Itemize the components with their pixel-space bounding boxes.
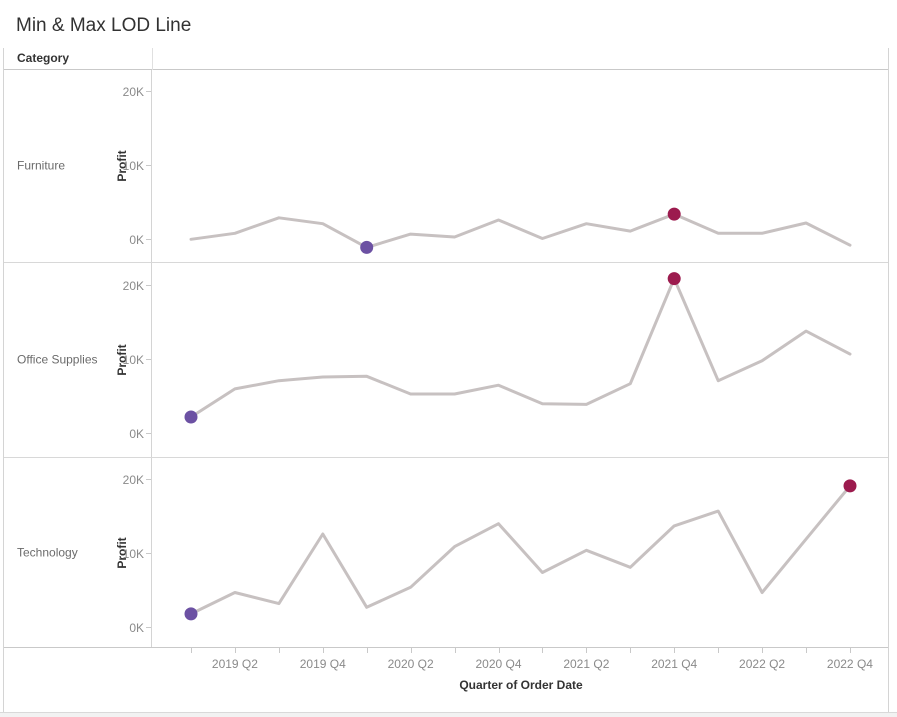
y-tick-text: 20K <box>122 278 144 293</box>
header-divider <box>152 48 153 70</box>
category-row: Furniture Profit 20K 10K 0K <box>4 70 888 263</box>
y-tick-label: 10K <box>123 546 151 561</box>
y-tick-label: 0K <box>129 426 151 441</box>
category-label[interactable]: Furniture <box>17 158 66 173</box>
y-tick-mark <box>146 91 151 92</box>
y-tick-label: 20K <box>123 84 151 99</box>
category-cell: Furniture Profit 20K 10K 0K <box>4 70 152 262</box>
y-tick-label: 10K <box>123 158 151 173</box>
y-tick-label: 0K <box>129 620 151 635</box>
x-tick-mark <box>410 648 412 653</box>
max-mark[interactable] <box>843 479 857 493</box>
x-axis-title: Quarter of Order Date <box>459 678 583 692</box>
y-tick-mark <box>146 359 151 360</box>
y-tick-label: 20K <box>123 278 151 293</box>
y-tick-label: 10K <box>123 352 151 367</box>
x-tick-mark <box>586 648 588 653</box>
max-mark[interactable] <box>667 207 681 221</box>
x-tick-mark <box>278 648 280 653</box>
x-tick-label: 2019 Q2 <box>211 657 258 671</box>
x-tick-mark <box>322 648 324 653</box>
min-mark[interactable] <box>360 240 374 254</box>
x-tick-mark <box>191 648 192 653</box>
y-tick-mark <box>146 165 151 166</box>
y-tick-mark <box>146 479 151 480</box>
y-tick-mark <box>146 433 151 434</box>
y-tick-mark <box>146 627 151 628</box>
line-chart-panel[interactable] <box>152 458 889 647</box>
x-tick-label: 2021 Q2 <box>563 657 610 671</box>
category-cell: Technology Profit 20K 10K 0K <box>4 458 152 647</box>
x-tick-mark <box>762 648 764 653</box>
x-tick-mark <box>849 648 851 653</box>
column-header-row: Category <box>4 48 888 70</box>
x-tick-label: 2022 Q2 <box>739 657 786 671</box>
viz-title: Min & Max LOD Line <box>16 15 192 36</box>
bottom-strip <box>0 712 897 717</box>
x-tick-mark <box>542 648 544 653</box>
x-tick-label: 2022 Q4 <box>826 657 873 671</box>
x-tick-mark <box>366 648 368 653</box>
panel-rows: Furniture Profit 20K 10K 0K Office Supplies Pr… <box>4 70 888 648</box>
category-label[interactable]: Office Supplies <box>17 352 98 367</box>
y-tick-mark <box>146 285 151 286</box>
profit-line[interactable] <box>189 484 852 616</box>
x-tick-mark <box>630 648 632 653</box>
x-tick-label: 2021 Q4 <box>651 657 698 671</box>
min-mark[interactable] <box>184 410 198 424</box>
x-tick-mark <box>234 648 236 653</box>
x-tick-label: 2020 Q2 <box>387 657 434 671</box>
y-tick-mark <box>146 553 151 554</box>
viz-table: Category Furniture Profit 20K 10K 0K Office S… <box>3 48 889 712</box>
max-mark[interactable] <box>667 272 681 286</box>
x-tick-mark <box>718 648 720 653</box>
min-mark[interactable] <box>184 607 198 621</box>
category-row: Technology Profit 20K 10K 0K <box>4 458 888 648</box>
y-tick-text: 20K <box>122 84 144 99</box>
category-cell: Office Supplies Profit 20K 10K 0K <box>4 263 152 457</box>
y-tick-mark <box>146 239 151 240</box>
x-tick-label: 2019 Q4 <box>299 657 346 671</box>
x-tick-mark <box>806 648 808 653</box>
x-tick-mark <box>674 648 676 653</box>
category-column-header[interactable]: Category <box>17 51 70 65</box>
profit-line[interactable] <box>189 277 852 419</box>
y-tick-label: 0K <box>129 232 151 247</box>
y-tick-text: 10K <box>122 352 144 367</box>
x-axis: 2019 Q2 2019 Q4 2020 Q2 2020 Q4 2021 Q2 2021 … <box>4 648 888 712</box>
line-chart-panel[interactable] <box>152 263 889 457</box>
profit-line[interactable] <box>189 212 852 249</box>
x-tick-mark <box>454 648 456 653</box>
y-tick-label: 20K <box>123 472 151 487</box>
line-chart-panel[interactable] <box>152 70 889 262</box>
y-tick-text: 0K <box>129 426 144 441</box>
category-row: Office Supplies Profit 20K 10K 0K <box>4 263 888 458</box>
x-tick-label: 2020 Q4 <box>475 657 522 671</box>
y-tick-text: 10K <box>122 546 144 561</box>
x-tick-mark <box>498 648 500 653</box>
y-tick-text: 10K <box>122 158 144 173</box>
category-label[interactable]: Technology <box>17 545 78 560</box>
y-tick-text: 20K <box>122 472 144 487</box>
y-tick-text: 0K <box>129 232 144 247</box>
y-tick-text: 0K <box>129 620 144 635</box>
